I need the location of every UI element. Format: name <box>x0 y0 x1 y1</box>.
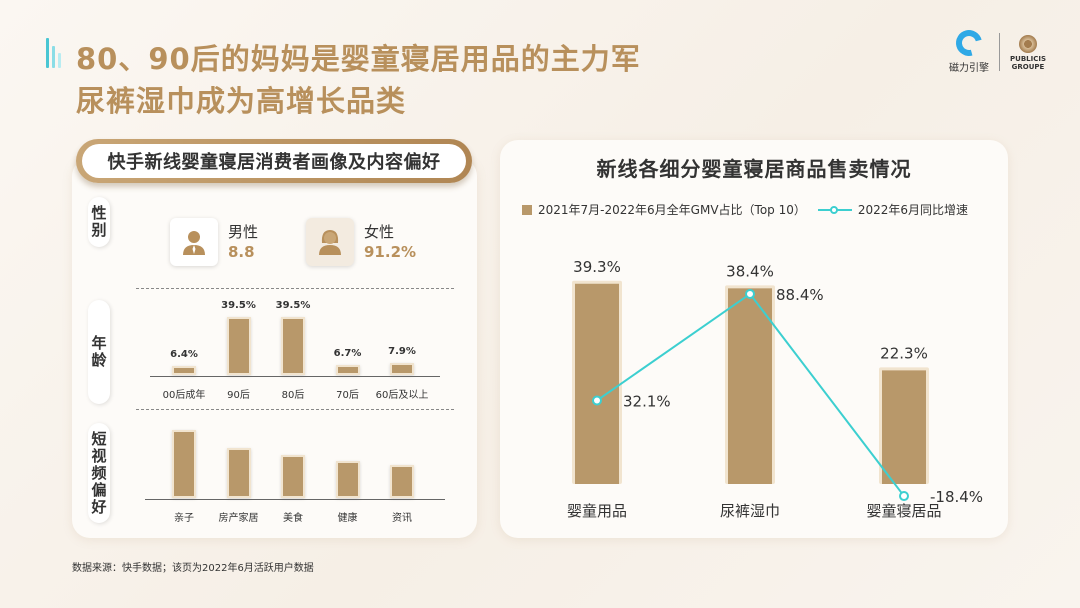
divider-age-content <box>136 409 454 410</box>
age-value-label: 39.5% <box>221 300 256 312</box>
female-stat: 女性 91.2% <box>306 218 416 266</box>
age-value-label: 7.9% <box>388 346 416 358</box>
male-avatar <box>170 218 218 266</box>
x-category-label: 婴童寝居品 <box>866 502 941 520</box>
content-bar <box>281 455 305 498</box>
age-value-label: 6.4% <box>170 348 198 360</box>
male-user-icon <box>183 231 205 255</box>
gmv-bar <box>728 288 772 484</box>
age-value-label: 39.5% <box>275 300 311 312</box>
content-category-label: 美食 <box>283 513 303 524</box>
publicis-lion-icon <box>1013 33 1043 55</box>
divider-gender-age <box>136 288 454 289</box>
growth-point <box>745 288 755 299</box>
page-title-line1: 80、90后的妈妈是婴童寝居用品的主力军 <box>76 42 641 76</box>
consumer-profile-title: 快手新线婴童寝居消费者画像及内容偏好 <box>82 144 466 178</box>
content-row-label: 短视频偏好 <box>89 430 108 516</box>
gmv-value-label: 22.3% <box>880 344 928 362</box>
age-category-label: 60后及以上 <box>375 390 429 401</box>
male-text: 男性 8.8 <box>228 222 258 262</box>
cili-logo-icon <box>951 25 987 61</box>
publicis-line2: GROUPE <box>1011 63 1045 71</box>
gender-row-label: 性别 <box>89 205 108 239</box>
gmv-bar <box>882 370 926 484</box>
content-row-tab: 短视频偏好 <box>88 423 110 523</box>
male-value: 8.8 <box>228 243 255 261</box>
gmv-value-label: 39.3% <box>573 258 621 276</box>
legend-bar-swatch <box>522 204 532 215</box>
consumer-profile-title-pill: 快手新线婴童寝居消费者画像及内容偏好 <box>76 139 472 183</box>
publicis-logo: PUBLICIS GROUPE <box>1010 33 1046 71</box>
legend-bar-label: 2021年7月-2022年6月全年GMV占比（Top 10） <box>538 203 806 217</box>
publicis-logo-text: PUBLICIS GROUPE <box>1010 55 1046 71</box>
age-category-label: 70后 <box>336 390 359 401</box>
gender-row-tab: 性别 <box>88 197 110 247</box>
age-category-label: 90后 <box>227 390 250 401</box>
cili-logo: 磁力引擎 <box>949 25 989 74</box>
growth-value-label: 88.4% <box>776 286 824 304</box>
content-bar <box>390 464 414 498</box>
gmv-growth-combo-chart: 39.3% 婴童用品 38.4% 尿裤湿巾 22.3% 婴童寝居品 32.1% 88.4% -1… <box>567 258 983 520</box>
chart-title: 新线各细分婴童寝居商品售卖情况 <box>596 157 912 181</box>
data-source-note: 数据来源：快手数据；该页为2022年6月活跃用户数据 <box>72 563 314 574</box>
female-text: 女性 91.2% <box>364 222 416 262</box>
female-user-icon <box>319 230 341 255</box>
age-category-label: 00后成年 <box>162 390 206 401</box>
age-category-label: 80后 <box>281 390 305 401</box>
legend-line-label: 2022年6月同比增速 <box>857 203 969 217</box>
growth-point <box>899 491 909 502</box>
title-accent-bars <box>46 38 64 68</box>
logo-divider <box>999 33 1000 71</box>
female-avatar <box>306 218 354 266</box>
male-label: 男性 <box>228 223 259 241</box>
female-label: 女性 <box>364 223 395 241</box>
content-category-label: 资讯 <box>392 513 412 524</box>
legend-line-swatch <box>817 205 852 215</box>
content-bar <box>335 461 360 498</box>
age-bar <box>390 363 414 375</box>
growth-value-label: 32.1% <box>623 392 671 410</box>
age-axis-line <box>150 376 440 377</box>
age-bar <box>226 317 251 375</box>
content-category-label: 房产家居 <box>218 513 259 524</box>
age-bar <box>172 365 196 375</box>
gmv-value-label: 38.4% <box>726 262 774 280</box>
age-bar <box>281 317 305 375</box>
content-category-label: 健康 <box>337 513 358 524</box>
content-category-label: 亲子 <box>174 513 194 524</box>
male-stat: 男性 8.8 <box>170 218 258 266</box>
age-value-label: 6.7% <box>333 348 362 360</box>
publicis-line1: PUBLICIS <box>1010 55 1046 63</box>
chart-legend: 2021年7月-2022年6月全年GMV占比（Top 10） 2022年6月同比… <box>522 201 968 218</box>
x-category-label: 尿裤湿巾 <box>720 502 780 520</box>
age-row-label: 年龄 <box>89 335 108 369</box>
brand-logos: 磁力引擎 PUBLICIS GROUPE <box>949 25 1046 74</box>
age-bar <box>335 365 360 375</box>
content-axis-line <box>145 499 445 500</box>
gmv-bar <box>575 283 619 484</box>
growth-point <box>592 395 602 406</box>
content-bar <box>172 430 196 498</box>
page-title-line2: 尿裤湿巾成为高增长品类 <box>76 84 407 118</box>
growth-value-label: -18.4% <box>930 488 983 506</box>
female-value: 91.2% <box>364 243 417 261</box>
cili-logo-text: 磁力引擎 <box>949 63 989 74</box>
age-row-tab: 年龄 <box>88 300 110 404</box>
x-category-label: 婴童用品 <box>567 502 627 520</box>
content-bar <box>226 448 251 498</box>
